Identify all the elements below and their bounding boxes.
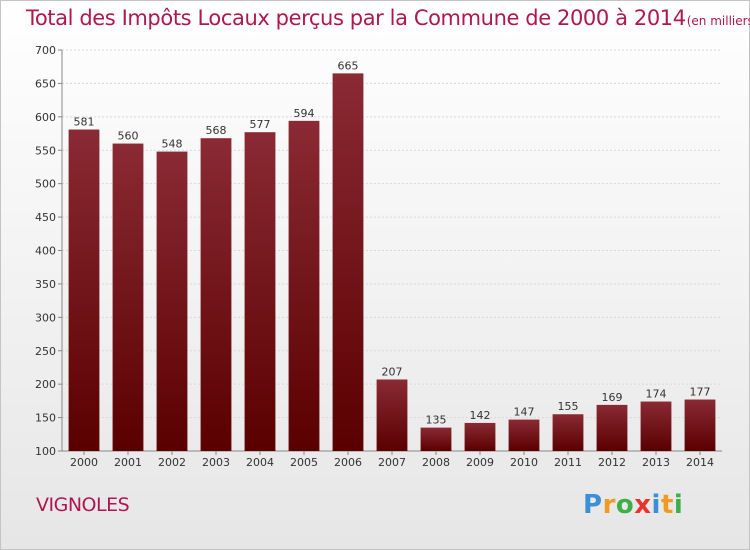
logo-letter: o — [615, 490, 635, 520]
bar — [464, 422, 496, 451]
bar-value-label: 568 — [206, 124, 227, 137]
commune-name: VIGNOLES — [36, 494, 130, 516]
bar-value-label: 665 — [338, 59, 359, 72]
bar — [68, 129, 100, 451]
bar-value-label: 135 — [426, 414, 447, 427]
y-tick-label: 500 — [35, 178, 56, 191]
bar-value-label: 177 — [690, 386, 711, 399]
bar — [596, 404, 628, 451]
bar — [200, 138, 232, 451]
bar-value-label: 169 — [602, 391, 623, 404]
chart-title-main: Total des Impôts Locaux perçus par la Co… — [26, 6, 686, 30]
y-tick-label: 400 — [35, 245, 56, 258]
bar-value-label: 577 — [250, 118, 271, 131]
bar — [552, 414, 584, 451]
x-tick-label: 2005 — [290, 456, 318, 469]
x-tick-label: 2007 — [378, 456, 406, 469]
y-tick-label: 250 — [35, 345, 56, 358]
logo-letter: P — [583, 490, 603, 520]
bar — [376, 379, 408, 451]
bar — [112, 143, 144, 452]
bar-value-label: 174 — [646, 388, 667, 401]
bar-value-label: 155 — [558, 400, 579, 413]
x-tick-label: 2004 — [246, 456, 274, 469]
labels: 100 150 200 250 300 350 400 450 500 550 600 650 700 5… — [35, 44, 714, 469]
bar-value-label: 581 — [74, 116, 95, 129]
x-tick-label: 2001 — [114, 456, 142, 469]
logo-letter: i — [651, 490, 661, 520]
bar-value-label: 560 — [118, 130, 139, 143]
y-tick-label: 350 — [35, 278, 56, 291]
bar-value-label: 207 — [382, 365, 403, 378]
bars — [68, 73, 716, 452]
bar — [332, 73, 364, 452]
x-tick-label: 2011 — [554, 456, 582, 469]
bar-value-label: 548 — [162, 138, 183, 151]
y-tick-label: 650 — [35, 77, 56, 90]
bar — [156, 151, 188, 451]
y-tick-label: 300 — [35, 311, 56, 324]
x-tick-label: 2003 — [202, 456, 230, 469]
bar — [244, 132, 276, 451]
logo-letter: t — [660, 490, 674, 520]
x-tick-label: 2013 — [642, 456, 670, 469]
y-tick-label: 150 — [35, 412, 56, 425]
bar-value-label: 147 — [514, 406, 535, 419]
bar-value-label: 594 — [294, 107, 315, 120]
y-tick-label: 700 — [35, 44, 56, 57]
bar — [288, 120, 320, 452]
x-tick-label: 2000 — [70, 456, 98, 469]
proxiti-logo: Proxiti — [583, 490, 683, 520]
bar-value-label: 142 — [470, 409, 491, 422]
chart-title-unit: (en milliers d'€) — [686, 14, 750, 28]
bar — [684, 399, 716, 451]
x-tick-label: 2002 — [158, 456, 186, 469]
x-tick-label: 2014 — [686, 456, 714, 469]
bar — [420, 427, 452, 451]
logo-letter: x — [634, 490, 652, 520]
y-tick-label: 200 — [35, 378, 56, 391]
bar — [640, 401, 672, 451]
x-tick-label: 2010 — [510, 456, 538, 469]
logo-letter: i — [673, 490, 684, 520]
y-tick-label: 100 — [35, 445, 56, 458]
y-tick-label: 600 — [35, 111, 56, 124]
bar — [508, 419, 540, 451]
x-tick-label: 2012 — [598, 456, 626, 469]
x-tick-label: 2006 — [334, 456, 362, 469]
logo-letter: r — [602, 490, 616, 520]
y-tick-label: 550 — [35, 144, 56, 157]
x-tick-label: 2009 — [466, 456, 494, 469]
chart-title: Total des Impôts Locaux perçus par la Co… — [26, 6, 750, 30]
y-tick-label: 450 — [35, 211, 56, 224]
x-tick-label: 2008 — [422, 456, 450, 469]
